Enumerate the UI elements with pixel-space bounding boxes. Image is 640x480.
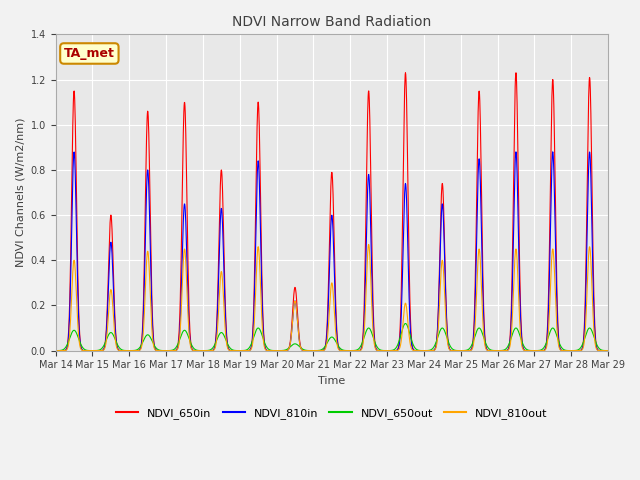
NDVI_650out xyxy=(309,348,317,353)
NDVI_810in xyxy=(589,254,596,260)
NDVI_810out xyxy=(365,241,372,247)
NDVI_650in xyxy=(604,348,612,353)
NDVI_810in xyxy=(52,348,60,353)
NDVI_650out xyxy=(80,346,88,352)
NDVI_810out xyxy=(588,285,596,290)
NDVI_810out xyxy=(321,348,328,353)
NDVI_810in xyxy=(487,348,495,353)
NDVI_810out xyxy=(588,292,596,298)
NDVI_650in xyxy=(589,219,596,225)
NDVI_650in xyxy=(402,70,410,76)
NDVI_650in xyxy=(321,346,328,352)
Line: NDVI_650out: NDVI_650out xyxy=(56,324,608,350)
Legend: NDVI_650in, NDVI_810in, NDVI_650out, NDVI_810out: NDVI_650in, NDVI_810in, NDVI_650out, NDV… xyxy=(111,404,552,423)
NDVI_810out xyxy=(80,348,88,353)
NDVI_810in xyxy=(306,348,314,353)
Y-axis label: NDVI Channels (W/m2/nm): NDVI Channels (W/m2/nm) xyxy=(15,118,25,267)
NDVI_650out xyxy=(589,330,596,336)
NDVI_650in xyxy=(52,348,60,353)
NDVI_650in xyxy=(487,348,495,353)
NDVI_650in xyxy=(306,348,314,353)
NDVI_810out xyxy=(306,348,314,353)
Line: NDVI_810in: NDVI_810in xyxy=(56,152,608,350)
NDVI_650out xyxy=(487,347,495,353)
NDVI_650out xyxy=(588,329,596,335)
Text: TA_met: TA_met xyxy=(64,47,115,60)
NDVI_810in xyxy=(588,240,596,246)
NDVI_810in xyxy=(80,348,88,353)
NDVI_810in xyxy=(549,149,557,155)
NDVI_650in xyxy=(588,201,596,206)
NDVI_810out xyxy=(487,348,495,353)
NDVI_650out xyxy=(321,344,328,350)
NDVI_810in xyxy=(604,348,612,353)
NDVI_650out xyxy=(52,348,60,353)
Line: NDVI_650in: NDVI_650in xyxy=(56,73,608,350)
Line: NDVI_810out: NDVI_810out xyxy=(56,244,608,350)
NDVI_650in xyxy=(80,348,88,353)
NDVI_650out xyxy=(604,348,612,353)
NDVI_650out xyxy=(306,348,314,353)
NDVI_810out xyxy=(604,348,612,353)
NDVI_650out xyxy=(402,321,410,326)
Title: NDVI Narrow Band Radiation: NDVI Narrow Band Radiation xyxy=(232,15,431,29)
NDVI_810in xyxy=(321,347,328,352)
NDVI_810out xyxy=(52,348,60,353)
X-axis label: Time: Time xyxy=(318,376,346,386)
NDVI_650in xyxy=(309,348,317,353)
NDVI_810in xyxy=(309,348,317,353)
